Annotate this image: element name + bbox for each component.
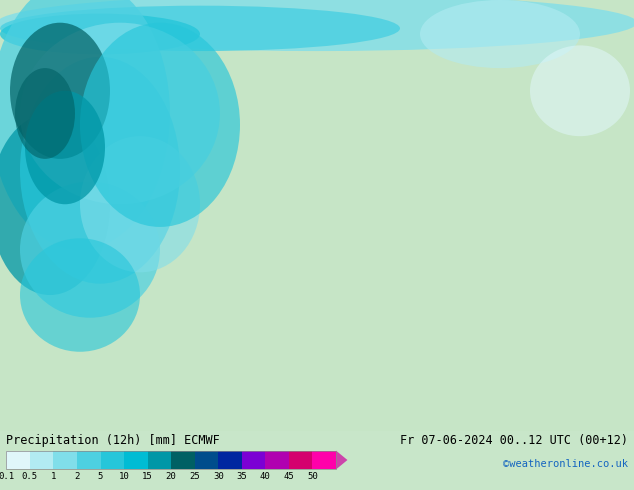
Bar: [266, 451, 289, 469]
Text: Fr 07-06-2024 00..12 UTC (00+12): Fr 07-06-2024 00..12 UTC (00+12): [399, 434, 628, 447]
Bar: [53, 451, 77, 469]
Ellipse shape: [25, 91, 105, 204]
Bar: [77, 451, 101, 469]
Text: 50: 50: [307, 472, 318, 481]
Ellipse shape: [20, 182, 160, 318]
Text: 1: 1: [51, 472, 56, 481]
Text: 30: 30: [213, 472, 224, 481]
Bar: [6, 451, 30, 469]
Text: 25: 25: [190, 472, 200, 481]
Bar: [242, 451, 266, 469]
Text: 0.1: 0.1: [0, 472, 15, 481]
Text: Precipitation (12h) [mm] ECMWF: Precipitation (12h) [mm] ECMWF: [6, 434, 220, 447]
Ellipse shape: [0, 0, 170, 249]
Ellipse shape: [420, 0, 580, 68]
Bar: [289, 451, 313, 469]
Text: ©weatheronline.co.uk: ©weatheronline.co.uk: [503, 459, 628, 468]
Text: 10: 10: [119, 472, 129, 481]
Bar: [6, 451, 336, 469]
Bar: [101, 451, 124, 469]
Text: 0.5: 0.5: [22, 472, 38, 481]
Bar: [124, 451, 148, 469]
Bar: [148, 451, 171, 469]
Bar: [171, 451, 195, 469]
Text: 45: 45: [283, 472, 294, 481]
Text: 2: 2: [74, 472, 80, 481]
Bar: [195, 451, 218, 469]
Ellipse shape: [80, 23, 240, 227]
Ellipse shape: [80, 136, 200, 272]
Ellipse shape: [0, 0, 634, 51]
Ellipse shape: [20, 23, 220, 204]
Text: 35: 35: [236, 472, 247, 481]
Ellipse shape: [0, 14, 200, 54]
Ellipse shape: [530, 46, 630, 136]
Text: 40: 40: [260, 472, 271, 481]
Ellipse shape: [0, 6, 400, 51]
Ellipse shape: [20, 238, 140, 352]
Ellipse shape: [0, 114, 110, 295]
Text: 5: 5: [98, 472, 103, 481]
Ellipse shape: [10, 23, 110, 159]
Text: 20: 20: [166, 472, 176, 481]
Bar: [218, 451, 242, 469]
Ellipse shape: [20, 57, 180, 284]
Polygon shape: [336, 451, 347, 469]
Ellipse shape: [15, 68, 75, 159]
Text: 15: 15: [142, 472, 153, 481]
Bar: [30, 451, 53, 469]
Bar: [313, 451, 336, 469]
